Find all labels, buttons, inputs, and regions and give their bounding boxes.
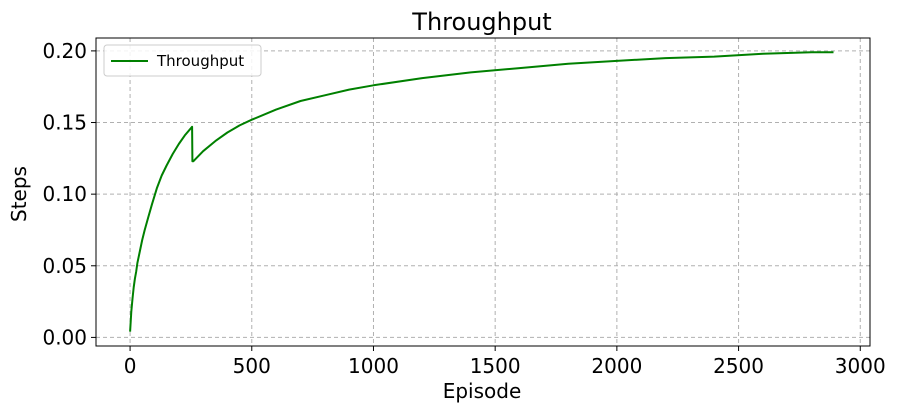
x-axis: 0 500 1000 1500 2000 2500 3000 bbox=[124, 346, 886, 378]
y-axis: 0.00 0.05 0.10 0.15 0.20 bbox=[42, 39, 96, 349]
y-tick-label: 0.00 bbox=[42, 325, 87, 349]
x-axis-label: Episode bbox=[443, 379, 522, 403]
x-tick-label: 1500 bbox=[470, 354, 521, 378]
grid bbox=[96, 38, 870, 346]
y-tick-label: 0.05 bbox=[42, 254, 87, 278]
legend-box bbox=[103, 44, 262, 77]
legend: Throughput bbox=[103, 44, 262, 77]
x-tick-label: 500 bbox=[233, 354, 271, 378]
y-tick-label: 0.10 bbox=[42, 182, 87, 206]
plot-frame bbox=[95, 37, 871, 347]
y-tick-label: 0.15 bbox=[42, 111, 87, 135]
x-tick-label: 2500 bbox=[713, 354, 764, 378]
legend-label: Throughput bbox=[156, 52, 244, 70]
chart-title: Throughput bbox=[411, 8, 551, 36]
y-tick-label: 0.20 bbox=[42, 39, 87, 63]
series-line bbox=[129, 51, 834, 332]
x-tick-label: 1000 bbox=[348, 354, 399, 378]
x-tick-label: 3000 bbox=[835, 354, 886, 378]
x-tick-label: 2000 bbox=[591, 354, 642, 378]
series-layer bbox=[129, 51, 834, 332]
y-axis-label: Steps bbox=[7, 166, 31, 222]
x-tick-label: 0 bbox=[124, 354, 137, 378]
